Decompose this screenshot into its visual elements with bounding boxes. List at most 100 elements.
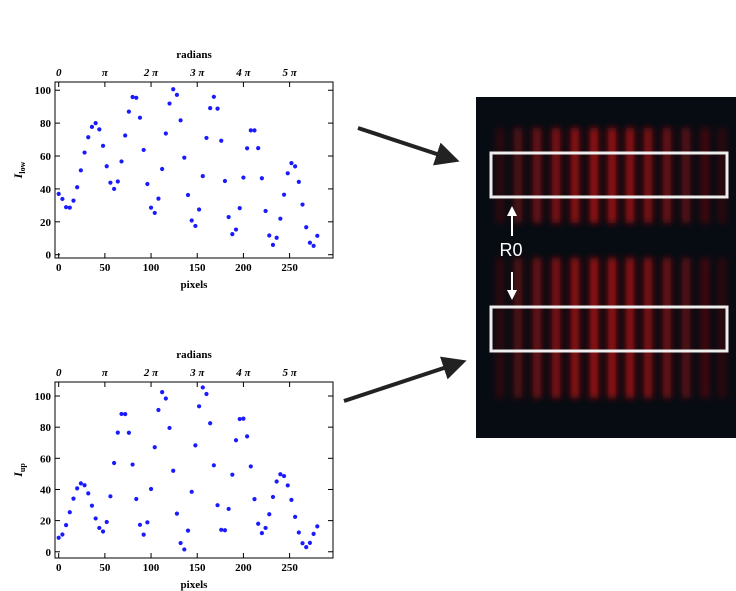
data-point — [230, 472, 235, 477]
x-tick-label: 100 — [143, 262, 160, 274]
stripe — [701, 258, 709, 398]
data-point — [196, 404, 202, 409]
data-point — [67, 510, 72, 515]
chart: 0 50 100 150 200 250 0 π 2 π 3 π 4 π 5 π 0 20 40 60 80 10… — [11, 49, 334, 291]
data-point — [97, 525, 102, 531]
stripe — [514, 258, 522, 398]
data-point — [100, 529, 106, 534]
y-axis-label-main: I — [11, 172, 25, 179]
stripe — [552, 128, 560, 223]
data-point — [315, 233, 320, 238]
stripe — [514, 128, 522, 223]
y-axis-label-sub: up — [18, 463, 27, 472]
stripe — [608, 128, 616, 223]
data-point — [293, 164, 298, 169]
data-point — [141, 532, 146, 537]
data-point — [267, 233, 272, 238]
data-point — [211, 463, 216, 468]
data-point — [75, 185, 80, 190]
data-point — [270, 242, 276, 247]
x2-tick-label: 3 π — [189, 367, 205, 379]
data-point — [182, 547, 187, 552]
x-axis-label: pixels — [181, 579, 209, 591]
y-tick-label: 60 — [40, 453, 52, 465]
data-point — [97, 127, 102, 132]
data-point — [208, 421, 213, 426]
data-point — [315, 524, 320, 529]
data-point — [137, 522, 143, 527]
fringe-stripes — [496, 128, 726, 398]
data-point — [222, 178, 228, 184]
x-tick-label: 150 — [189, 262, 206, 274]
data-point — [63, 523, 69, 528]
data-point — [93, 121, 98, 126]
stripe — [590, 128, 598, 223]
data-point — [248, 464, 253, 469]
data-point — [108, 180, 113, 185]
data-point — [278, 216, 283, 221]
data-point — [112, 460, 117, 466]
y-tick-label: 20 — [40, 217, 52, 229]
data-point — [215, 106, 220, 111]
x-tick-label: 250 — [281, 262, 298, 274]
stripe — [701, 128, 709, 223]
data-point — [289, 497, 294, 503]
data-point — [256, 146, 261, 151]
x-tick-label: 50 — [99, 262, 111, 274]
data-point — [130, 462, 135, 467]
stripe — [682, 258, 690, 398]
data-point — [152, 445, 157, 450]
stripe — [571, 128, 579, 223]
data-point — [123, 411, 128, 417]
data-point — [119, 411, 124, 417]
data-point — [115, 430, 120, 435]
x2-tick-label: π — [102, 367, 109, 379]
stripe — [626, 258, 634, 398]
data-point — [311, 243, 316, 248]
x2-tick-label: 4 π — [235, 67, 251, 79]
data-point — [208, 106, 213, 111]
data-point — [230, 232, 235, 237]
data-point — [259, 530, 264, 536]
y-tick-label: 80 — [40, 118, 52, 130]
data-point — [241, 175, 246, 180]
data-point — [71, 198, 76, 203]
data-point — [285, 171, 290, 176]
data-point — [67, 205, 72, 210]
data-point — [78, 168, 83, 173]
stripe — [718, 258, 726, 398]
data-point — [104, 519, 109, 525]
data-point — [148, 205, 154, 210]
data-point — [245, 146, 250, 151]
stripe — [663, 128, 671, 223]
chart: 0 50 100 150 200 250 0 π 2 π 3 π 4 π 5 π 0 20 40 60 80 10… — [11, 349, 334, 591]
data-point — [104, 164, 109, 169]
data-point — [141, 147, 146, 153]
x2-tick-label: π — [102, 67, 109, 79]
x-tick-label: 200 — [235, 562, 252, 574]
data-point — [93, 516, 98, 521]
x2-tick-label: 0 — [56, 367, 62, 379]
data-point — [222, 528, 228, 533]
data-point — [259, 176, 264, 181]
data-point — [289, 160, 294, 166]
y-tick-label: 100 — [35, 85, 52, 97]
data-point — [281, 473, 287, 479]
data-point — [130, 94, 135, 100]
data-point — [200, 385, 205, 390]
data-point — [56, 535, 61, 540]
y-axis-label-sub: low — [18, 161, 27, 173]
stripe — [533, 128, 541, 223]
data-point — [307, 540, 313, 545]
data-point — [82, 483, 87, 488]
data-point — [211, 94, 216, 99]
data-point — [263, 208, 268, 214]
y-axis-label: Iup — [11, 463, 27, 478]
data-point — [215, 503, 220, 508]
data-point — [193, 443, 198, 448]
fringe-image: R0 — [476, 97, 736, 438]
stripe — [663, 258, 671, 398]
stripe — [552, 258, 560, 398]
stripe — [496, 258, 504, 398]
data-point — [204, 391, 209, 397]
